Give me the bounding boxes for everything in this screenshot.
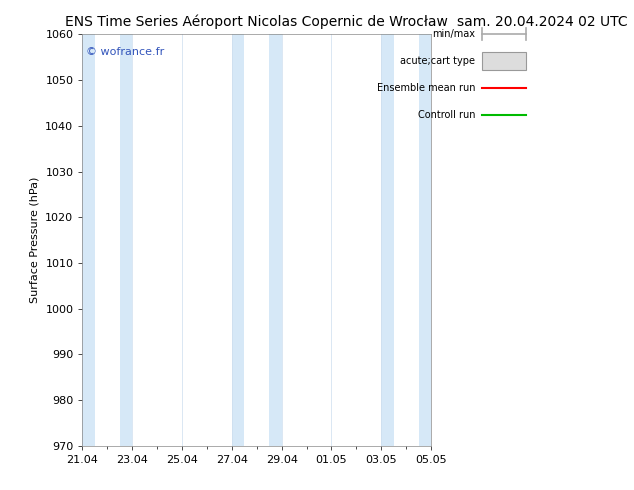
Text: acute;cart type: acute;cart type: [401, 56, 476, 66]
Text: Controll run: Controll run: [418, 110, 476, 120]
Text: sam. 20.04.2024 02 UTC: sam. 20.04.2024 02 UTC: [457, 15, 628, 29]
Bar: [82, 34, 95, 446]
Text: ENS Time Series Aéroport Nicolas Copernic de Wrocław: ENS Time Series Aéroport Nicolas Coperni…: [65, 15, 448, 29]
Bar: [418, 34, 431, 446]
Bar: [381, 34, 394, 446]
Bar: [269, 34, 281, 446]
Text: Ensemble mean run: Ensemble mean run: [377, 83, 476, 93]
Bar: [232, 34, 244, 446]
Text: min/max: min/max: [432, 29, 476, 39]
Bar: [120, 34, 133, 446]
Text: © wofrance.fr: © wofrance.fr: [86, 47, 164, 57]
Y-axis label: Surface Pressure (hPa): Surface Pressure (hPa): [30, 177, 40, 303]
